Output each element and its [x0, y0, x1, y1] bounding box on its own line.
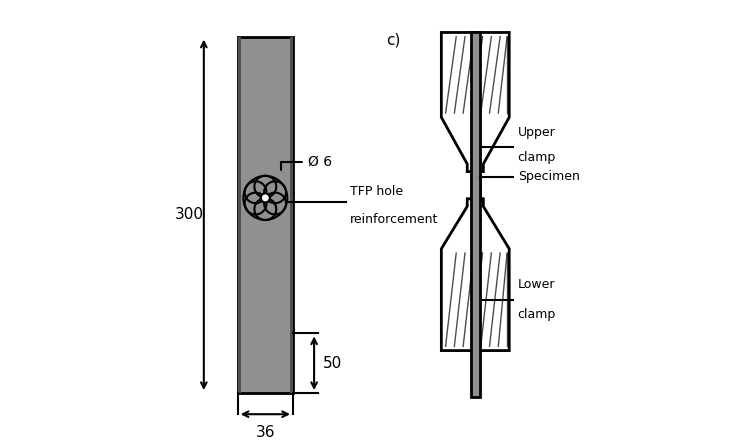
Text: TFP hole: TFP hole	[350, 185, 403, 198]
Text: reinforcement: reinforcement	[350, 213, 439, 226]
Text: clamp: clamp	[518, 308, 556, 321]
Bar	[471, 32, 480, 397]
Polygon shape	[442, 32, 510, 171]
Text: 36: 36	[255, 425, 275, 440]
Text: Ø 6: Ø 6	[281, 155, 332, 170]
Circle shape	[261, 194, 270, 202]
Text: c): c)	[386, 32, 401, 47]
Bar	[238, 37, 293, 393]
Text: Lower: Lower	[518, 278, 556, 291]
Text: clamp: clamp	[518, 151, 556, 164]
Bar	[238, 37, 241, 393]
Bar	[471, 32, 473, 397]
Text: Specimen: Specimen	[518, 170, 580, 183]
Bar	[290, 37, 293, 393]
Bar	[478, 32, 480, 397]
Polygon shape	[442, 199, 510, 350]
Text: 300: 300	[174, 207, 204, 222]
Text: Upper: Upper	[518, 125, 556, 139]
Text: 50: 50	[323, 356, 342, 371]
Bar	[470, 171, 480, 199]
Bar	[471, 32, 480, 397]
